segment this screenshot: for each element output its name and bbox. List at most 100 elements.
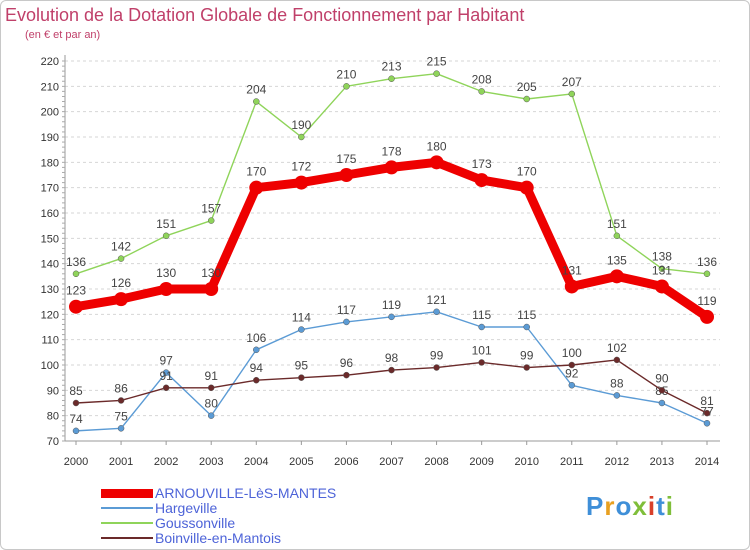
data-label: 190 <box>291 118 311 132</box>
brand-letter: i <box>665 491 674 521</box>
x-tick-label: 2003 <box>199 456 223 468</box>
y-tick-label: 110 <box>41 335 59 347</box>
data-label: 215 <box>427 55 447 69</box>
brand-logo: Proxiti <box>586 491 674 522</box>
legend-label: Goussonville <box>155 515 236 531</box>
data-point <box>253 98 260 105</box>
data-label: 175 <box>336 152 356 166</box>
legend-swatch <box>101 488 153 498</box>
data-label: 91 <box>159 369 173 383</box>
data-point <box>523 95 530 103</box>
data-label: 130 <box>156 266 176 280</box>
data-point <box>253 346 260 354</box>
data-point <box>298 133 305 141</box>
data-label: 102 <box>607 341 627 355</box>
data-label: 130 <box>201 266 221 280</box>
y-tick-label: 90 <box>47 385 59 397</box>
data-label: 85 <box>69 384 83 398</box>
data-point <box>339 168 354 182</box>
data-label: 136 <box>697 255 717 269</box>
data-label: 142 <box>111 240 131 254</box>
legend-swatch <box>101 522 153 524</box>
chart-subtitle: (en € et par an) <box>25 29 101 41</box>
data-label: 95 <box>295 359 309 373</box>
data-label: 74 <box>69 412 83 426</box>
data-point <box>478 323 485 331</box>
x-tick-label: 2000 <box>64 456 88 468</box>
data-label: 91 <box>205 369 219 383</box>
data-label: 94 <box>250 361 264 375</box>
data-label: 106 <box>246 331 266 345</box>
data-label: 178 <box>381 144 401 158</box>
data-point <box>249 180 264 195</box>
data-point <box>433 70 440 77</box>
y-tick-label: 130 <box>41 284 59 296</box>
data-label: 170 <box>246 165 266 179</box>
data-label: 81 <box>700 394 714 408</box>
data-point <box>568 382 576 389</box>
data-label: 157 <box>201 202 221 216</box>
data-point <box>478 359 485 366</box>
data-point <box>523 364 530 371</box>
chart-title: Evolution de la Dotation Globale de Fonc… <box>5 5 525 25</box>
legend-label: Boinville-en-Mantois <box>155 530 282 546</box>
data-point <box>117 397 125 404</box>
data-label: 121 <box>427 293 447 307</box>
data-point <box>384 160 399 175</box>
legend-item-goussonville: Goussonville <box>101 515 235 531</box>
data-label: 123 <box>66 284 86 298</box>
data-point <box>568 361 576 369</box>
y-tick-label: 220 <box>41 56 59 68</box>
data-label: 99 <box>430 349 444 363</box>
data-label: 126 <box>111 276 131 290</box>
legend-item-arnouville: ARNOUVILLE-LèS-MANTES <box>101 485 336 501</box>
data-point <box>564 279 579 294</box>
data-label: 170 <box>517 165 537 179</box>
data-label: 75 <box>114 409 128 423</box>
x-tick-label: 2004 <box>244 456 268 468</box>
data-point <box>703 270 711 278</box>
data-point <box>162 369 170 376</box>
data-point <box>658 265 666 272</box>
x-tick-label: 2010 <box>514 456 538 468</box>
brand-letter: o <box>615 491 633 521</box>
data-label: 210 <box>336 67 356 81</box>
data-label: 114 <box>292 311 311 325</box>
data-point <box>117 425 125 432</box>
data-label: 119 <box>697 294 716 308</box>
data-point <box>613 232 621 240</box>
y-tick-label: 200 <box>41 107 59 119</box>
data-label: 213 <box>381 60 401 74</box>
data-point <box>162 384 170 392</box>
data-label: 86 <box>114 381 128 395</box>
data-point <box>658 399 666 407</box>
x-tick-label: 2005 <box>289 456 313 468</box>
data-label: 204 <box>246 83 266 97</box>
data-point <box>658 387 666 394</box>
data-point <box>207 217 215 224</box>
data-label: 131 <box>652 263 672 277</box>
data-point <box>72 427 80 435</box>
data-point <box>613 356 621 364</box>
data-label: 90 <box>655 371 669 385</box>
data-point <box>429 155 444 170</box>
x-tick-label: 2013 <box>650 456 674 468</box>
data-point <box>114 292 129 307</box>
data-label: 117 <box>337 303 356 317</box>
data-label: 115 <box>472 308 491 322</box>
data-label: 88 <box>610 376 624 390</box>
legend-label: Hargeville <box>155 500 218 516</box>
y-tick-label: 70 <box>47 436 59 448</box>
data-point <box>207 412 215 419</box>
y-tick-label: 120 <box>41 309 59 321</box>
data-point <box>298 374 305 381</box>
data-label: 131 <box>562 263 582 277</box>
data-label: 208 <box>472 72 492 86</box>
x-tick-label: 2012 <box>605 456 629 468</box>
data-point <box>474 173 489 188</box>
data-point <box>388 313 395 321</box>
brand-letter: x <box>632 491 648 521</box>
brand-letter: i <box>647 491 657 521</box>
